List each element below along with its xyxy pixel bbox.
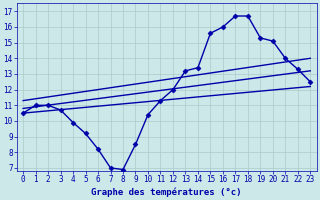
X-axis label: Graphe des températures (°c): Graphe des températures (°c) (92, 187, 242, 197)
